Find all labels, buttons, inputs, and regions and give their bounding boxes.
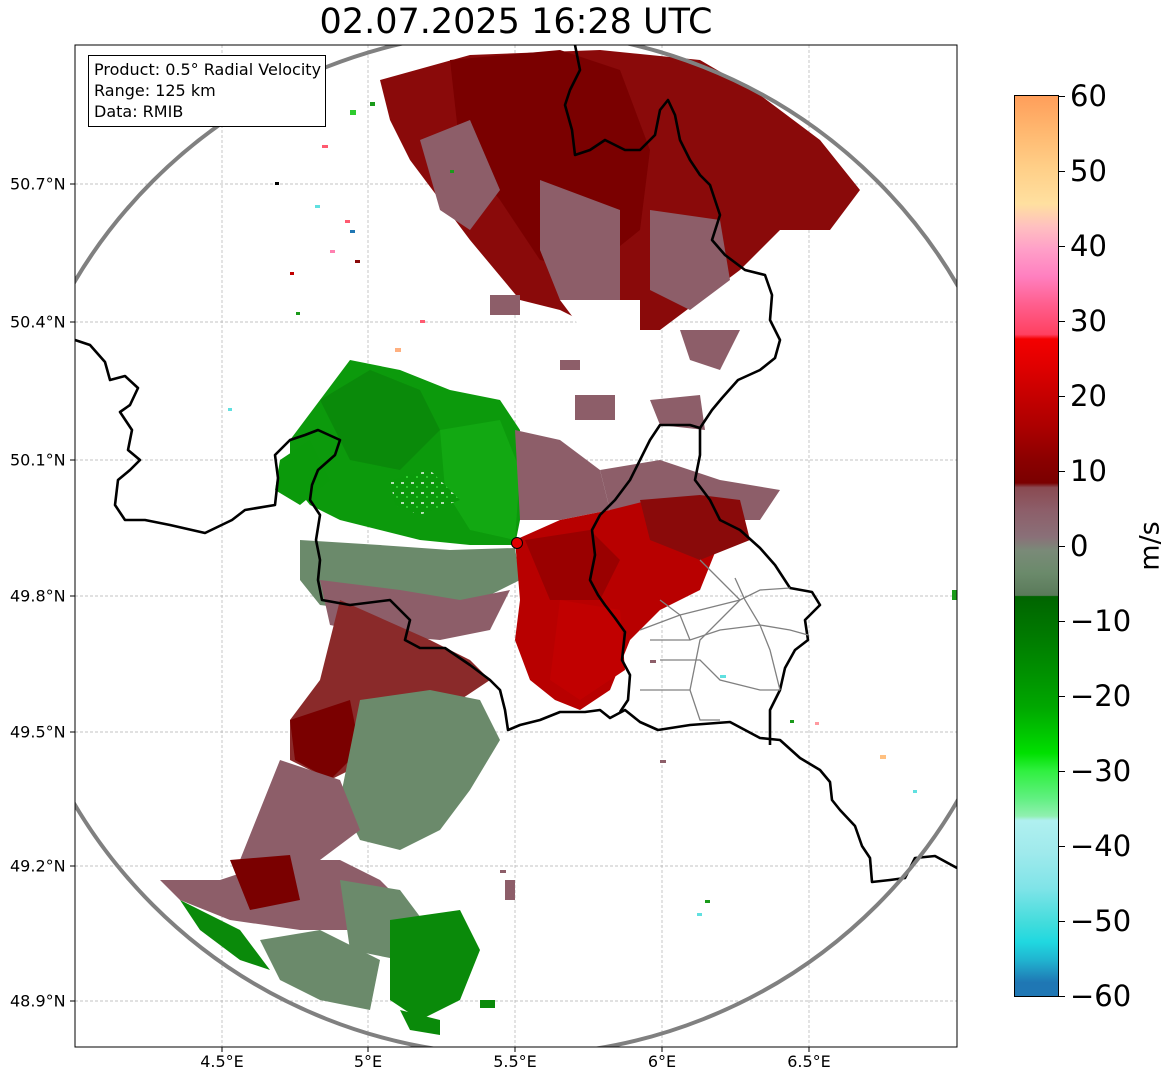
- lon-label: 5°E: [353, 1052, 383, 1071]
- radar-site-marker: [511, 537, 523, 549]
- lon-label: 6°E: [647, 1052, 677, 1071]
- echo-southwest: [160, 600, 500, 1035]
- lat-label: 49.8°N: [10, 586, 66, 606]
- colorbar-tick-label: −20: [1070, 679, 1132, 713]
- colorbar-tick: [1058, 996, 1065, 997]
- colorbar-tick-label: 30: [1070, 304, 1107, 338]
- country-borders: [75, 45, 957, 884]
- lon-label: 4.5°E: [200, 1052, 244, 1071]
- echo-green-inbound: [275, 360, 520, 545]
- colorbar-tick: [1058, 321, 1065, 322]
- map-title: 02.07.2025 16:28 UTC: [319, 2, 713, 42]
- colorbar-tick-label: −50: [1070, 904, 1132, 938]
- colorbar-tick: [1058, 846, 1065, 847]
- colorbar-tick: [1058, 396, 1065, 397]
- colorbar-tick-label: 20: [1070, 379, 1107, 413]
- admin-borders: [639, 559, 809, 721]
- echo-north: [380, 50, 860, 430]
- range-label: Range: 125 km: [94, 81, 216, 100]
- colorbar-tick-label: −30: [1070, 754, 1132, 788]
- velocity-colorbar: [1014, 95, 1059, 997]
- lat-label: 50.4°N: [10, 312, 66, 332]
- colorbar-tick-label: 0: [1070, 529, 1089, 563]
- colorbar-tick-label: 10: [1070, 454, 1107, 488]
- colorbar-tick: [1058, 546, 1065, 547]
- colorbar-tick: [1058, 621, 1065, 622]
- map-frame: [74, 44, 958, 1048]
- colorbar-tick-label: −10: [1070, 604, 1132, 638]
- lat-label: 50.1°N: [10, 450, 66, 470]
- echo-east-outbound: [515, 495, 750, 710]
- lat-label: 50.7°N: [10, 174, 66, 194]
- lat-label: 49.2°N: [10, 856, 66, 876]
- colorbar-tick-label: 40: [1070, 229, 1107, 263]
- axis-ticks: [70, 183, 810, 1052]
- radar-echoes: [75, 45, 957, 1047]
- colorbar-tick: [1058, 771, 1065, 772]
- colorbar-tick-label: −60: [1070, 979, 1132, 1013]
- colorbar-tick-label: −40: [1070, 829, 1132, 863]
- echo-scatter: [228, 102, 957, 916]
- colorbar-tick: [1058, 921, 1065, 922]
- colorbar-tick: [1058, 246, 1065, 247]
- colorbar-tick: [1058, 696, 1065, 697]
- lon-label: 6.5°E: [787, 1052, 831, 1071]
- lat-label: 49.5°N: [10, 722, 66, 742]
- data-source-label: Data: RMIB: [94, 102, 184, 121]
- lat-label: 48.9°N: [10, 991, 66, 1011]
- colorbar-tick: [1058, 171, 1065, 172]
- product-info-box: Product: 0.5° Radial Velocity Range: 125…: [88, 55, 327, 127]
- colorbar-tick-label: 50: [1070, 154, 1107, 188]
- colorbar-tick-label: 60: [1070, 79, 1107, 113]
- colorbar-tick: [1058, 96, 1065, 97]
- product-label: Product: 0.5° Radial Velocity: [94, 60, 322, 79]
- colorbar-tick: [1058, 471, 1065, 472]
- colorbar-unit-label: m/s: [1134, 521, 1166, 571]
- lon-label: 5.5°E: [493, 1052, 537, 1071]
